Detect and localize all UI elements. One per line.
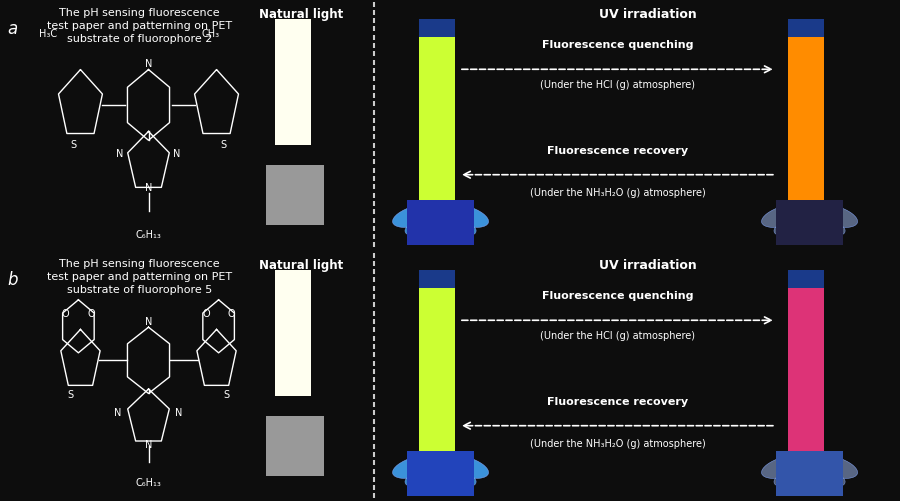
Text: N: N: [145, 439, 152, 449]
Bar: [418, 20, 454, 38]
Text: (Under the HCl (g) atmosphere): (Under the HCl (g) atmosphere): [540, 80, 695, 90]
Text: C₆H₁₃: C₆H₁₃: [136, 229, 161, 239]
Ellipse shape: [440, 204, 489, 228]
Text: (Under the HCl (g) atmosphere): (Under the HCl (g) atmosphere): [540, 331, 695, 341]
Ellipse shape: [405, 470, 438, 487]
Ellipse shape: [809, 455, 858, 478]
Text: N: N: [114, 407, 122, 417]
Ellipse shape: [443, 470, 476, 487]
Text: S: S: [224, 390, 230, 400]
Bar: [788, 38, 824, 200]
Bar: [407, 451, 474, 496]
Bar: [274, 271, 310, 396]
Text: The pH sensing fluorescence
test paper and patterning on PET
substrate of fluoro: The pH sensing fluorescence test paper a…: [47, 8, 232, 44]
Text: Fluorescence quenching: Fluorescence quenching: [542, 40, 693, 50]
Text: CH₃: CH₃: [202, 29, 220, 39]
Ellipse shape: [440, 455, 489, 478]
Text: C₆H₁₃: C₆H₁₃: [136, 477, 161, 487]
Ellipse shape: [774, 470, 807, 487]
Text: S: S: [70, 139, 77, 149]
Ellipse shape: [392, 204, 441, 228]
Ellipse shape: [774, 220, 807, 236]
Text: N: N: [116, 149, 124, 159]
Text: O: O: [62, 309, 69, 319]
Text: O: O: [87, 309, 95, 319]
Text: N: N: [145, 59, 152, 69]
Bar: [788, 289, 824, 451]
Text: O: O: [228, 309, 235, 319]
Bar: [788, 271, 824, 289]
Text: The pH sensing fluorescence
test paper and patterning on PET
substrate of fluoro: The pH sensing fluorescence test paper a…: [47, 258, 232, 295]
Bar: [266, 416, 324, 476]
Text: N: N: [173, 149, 181, 159]
Bar: [418, 38, 454, 200]
Text: H₃C: H₃C: [40, 29, 58, 39]
Bar: [418, 289, 454, 451]
Text: N: N: [145, 316, 152, 326]
Text: Fluorescence quenching: Fluorescence quenching: [542, 291, 693, 301]
Text: (Under the NH₃H₂O (g) atmosphere): (Under the NH₃H₂O (g) atmosphere): [529, 438, 706, 448]
Ellipse shape: [761, 455, 810, 478]
Text: N: N: [176, 407, 183, 417]
Bar: [418, 271, 454, 289]
Bar: [788, 20, 824, 38]
Text: UV irradiation: UV irradiation: [599, 258, 697, 271]
Text: Natural light: Natural light: [259, 8, 344, 21]
Text: S: S: [68, 390, 73, 400]
Text: Fluorescence recovery: Fluorescence recovery: [547, 145, 688, 155]
Ellipse shape: [392, 455, 441, 478]
Bar: [274, 20, 310, 145]
Ellipse shape: [812, 470, 845, 487]
Bar: [776, 451, 843, 496]
Text: S: S: [220, 139, 227, 149]
Bar: [407, 200, 474, 245]
Bar: [776, 200, 843, 245]
Text: O: O: [202, 309, 210, 319]
Text: Natural light: Natural light: [259, 258, 344, 271]
Text: a: a: [7, 20, 17, 38]
Text: (Under the NH₃H₂O (g) atmosphere): (Under the NH₃H₂O (g) atmosphere): [529, 188, 706, 198]
Text: N: N: [145, 183, 152, 193]
Ellipse shape: [812, 220, 845, 236]
Ellipse shape: [443, 220, 476, 236]
Ellipse shape: [761, 204, 810, 228]
Text: b: b: [7, 271, 18, 289]
Bar: [266, 165, 324, 225]
Text: UV irradiation: UV irradiation: [599, 8, 697, 21]
Text: Fluorescence recovery: Fluorescence recovery: [547, 396, 688, 406]
Ellipse shape: [809, 204, 858, 228]
Ellipse shape: [405, 220, 438, 236]
